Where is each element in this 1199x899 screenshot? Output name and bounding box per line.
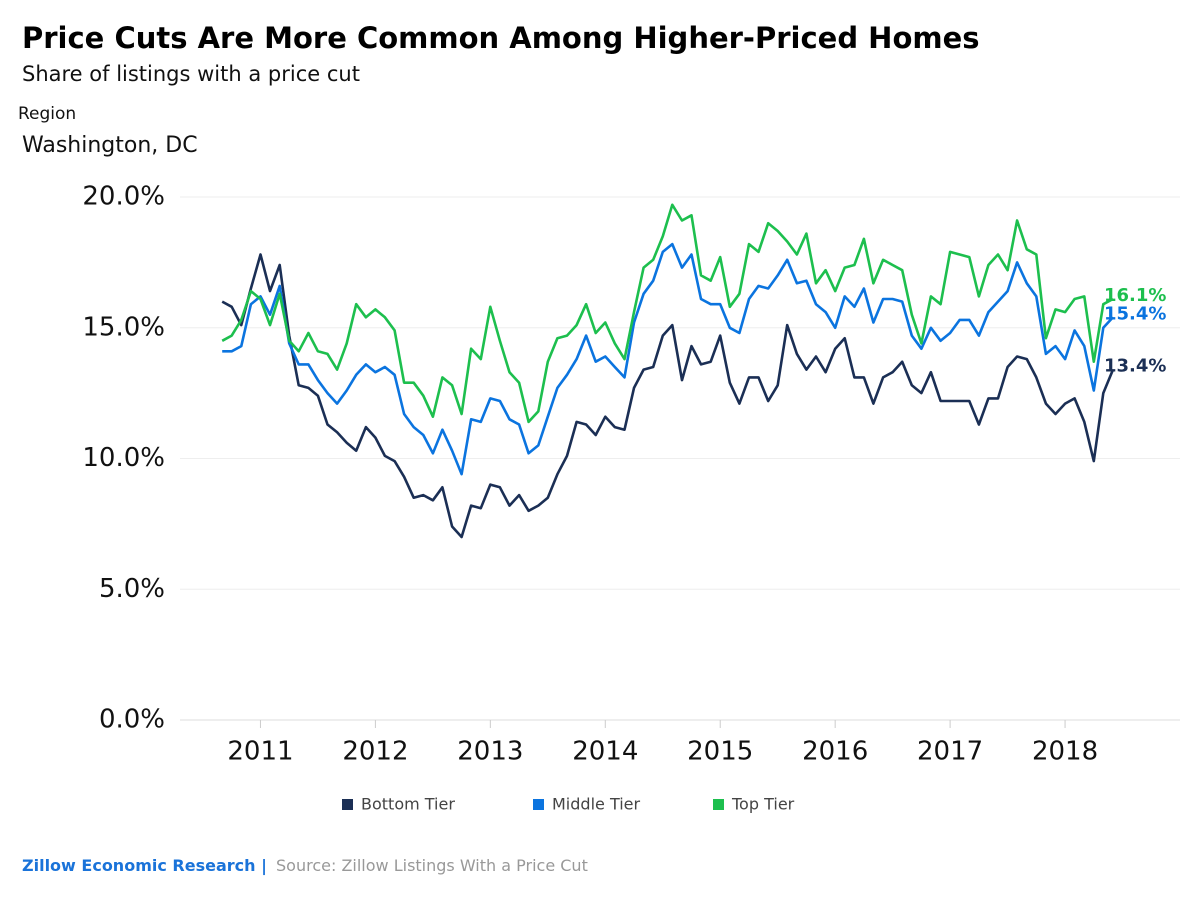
x-tick-label: 2013 [457, 737, 523, 767]
series-line [221, 203, 1114, 424]
x-tick-label: 2012 [342, 737, 408, 767]
x-tick-label: 2014 [572, 737, 638, 767]
legend-swatch [533, 799, 544, 810]
end-label: 13.4% [1104, 356, 1166, 377]
footer: Zillow Economic Research | Source: Zillo… [22, 856, 588, 876]
y-tick-label: 20.0% [82, 182, 165, 212]
legend-label: Top Tier [731, 795, 795, 814]
x-tick-label: 2011 [227, 737, 293, 767]
legend-label: Middle Tier [552, 795, 641, 814]
series-line [222, 242, 1114, 476]
y-tick-label: 0.0% [99, 705, 165, 735]
legend-label: Bottom Tier [361, 795, 455, 814]
x-tick-label: 2016 [802, 737, 868, 767]
filter-value: Washington, DC [22, 133, 198, 158]
y-tick-label: 15.0% [82, 312, 165, 342]
chart-subtitle: Share of listings with a price cut [22, 62, 360, 86]
filter-label: Region [18, 104, 76, 124]
footer-source: Source: Zillow Listings With a Price Cut [276, 856, 588, 875]
chart-title: Price Cuts Are More Common Among Higher-… [22, 21, 980, 55]
y-tick-label: 5.0% [99, 574, 165, 604]
legend-swatch [342, 799, 353, 810]
legend-swatch [713, 799, 724, 810]
x-tick-label: 2017 [917, 737, 983, 767]
x-tick-label: 2015 [687, 737, 753, 767]
end-label: 15.4% [1104, 303, 1166, 324]
y-tick-label: 10.0% [82, 443, 165, 473]
x-tick-label: 2018 [1032, 737, 1098, 767]
series-line [221, 253, 1115, 539]
end-label: 16.1% [1104, 285, 1166, 306]
footer-brand: Zillow Economic Research | [22, 856, 267, 876]
